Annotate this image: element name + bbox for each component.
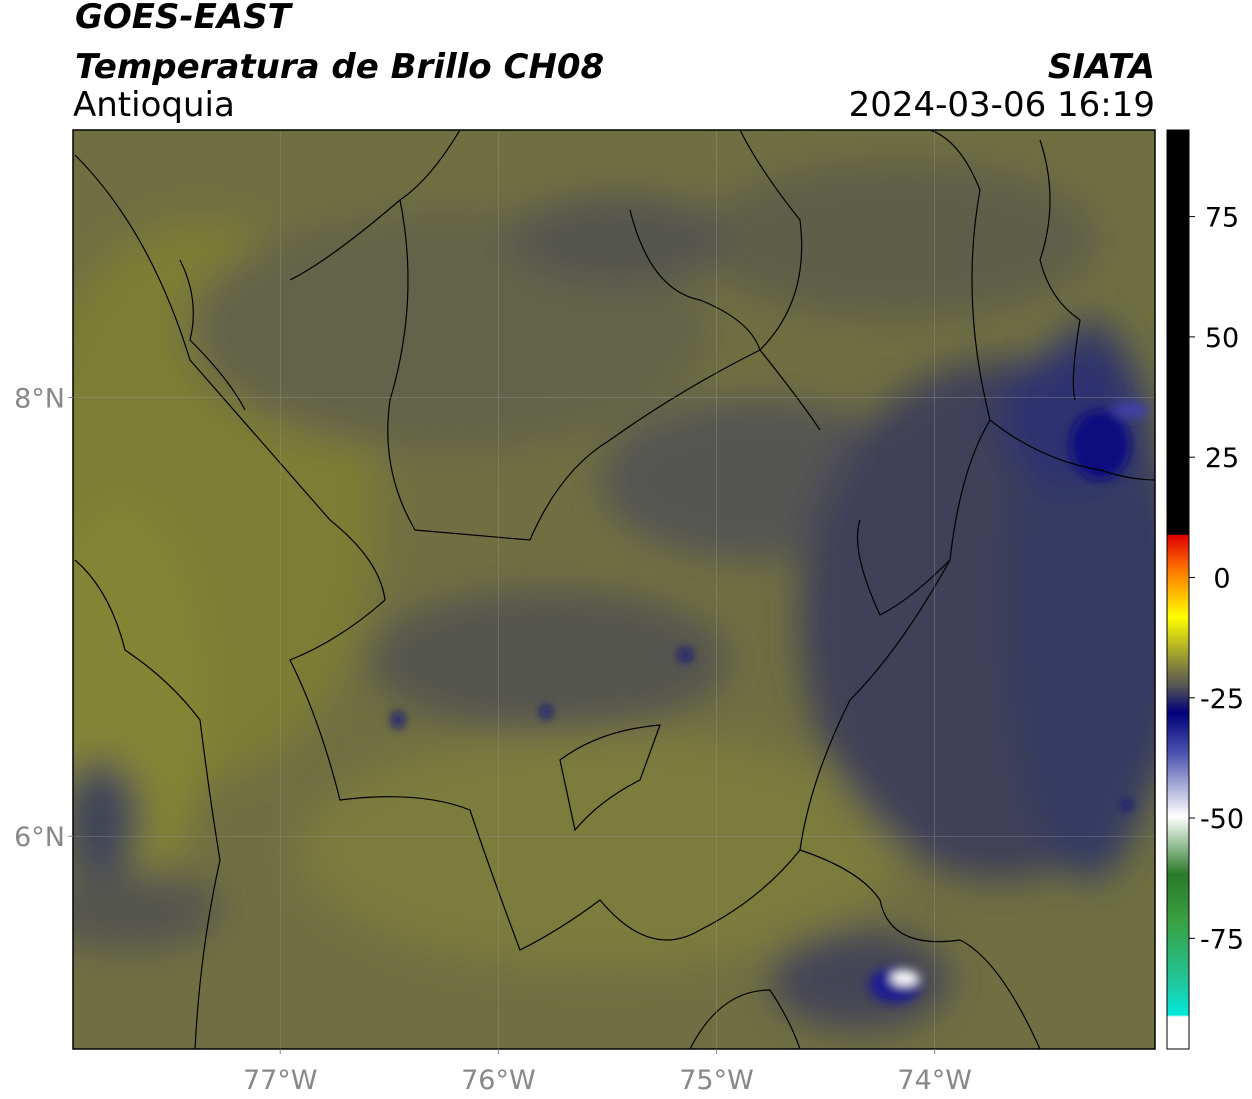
colorbar-tick-label: 75 <box>1205 203 1239 234</box>
region: Antioquia <box>73 85 235 125</box>
subtitle: Temperatura de Brillo CH08 <box>75 47 604 87</box>
colorbar-tick-label: 25 <box>1205 443 1239 474</box>
lon-tick-label: 77°W <box>243 1065 318 1096</box>
colorbar-tick-label: -50 <box>1200 804 1244 835</box>
colorbar-tick-label: -75 <box>1200 924 1244 955</box>
lon-tick-label: 74°W <box>897 1065 972 1096</box>
datetime: 2024-03-06 16:19 <box>849 85 1155 125</box>
lat-tick-label: 6°N <box>14 822 65 853</box>
colorbar-tick-label: 50 <box>1205 323 1239 354</box>
lon-tick-label: 75°W <box>679 1065 754 1096</box>
map-image <box>73 130 1155 1049</box>
source: SIATA <box>1048 47 1155 87</box>
map-frame <box>72 129 1156 1050</box>
colorbar-tick-label: 0 <box>1213 563 1230 594</box>
colorbar <box>1166 129 1190 1050</box>
title: GOES-EAST <box>75 0 294 37</box>
lon-tick-label: 76°W <box>461 1065 536 1096</box>
colorbar-tick-label: -25 <box>1200 684 1244 715</box>
lat-tick-label: 8°N <box>14 384 65 415</box>
